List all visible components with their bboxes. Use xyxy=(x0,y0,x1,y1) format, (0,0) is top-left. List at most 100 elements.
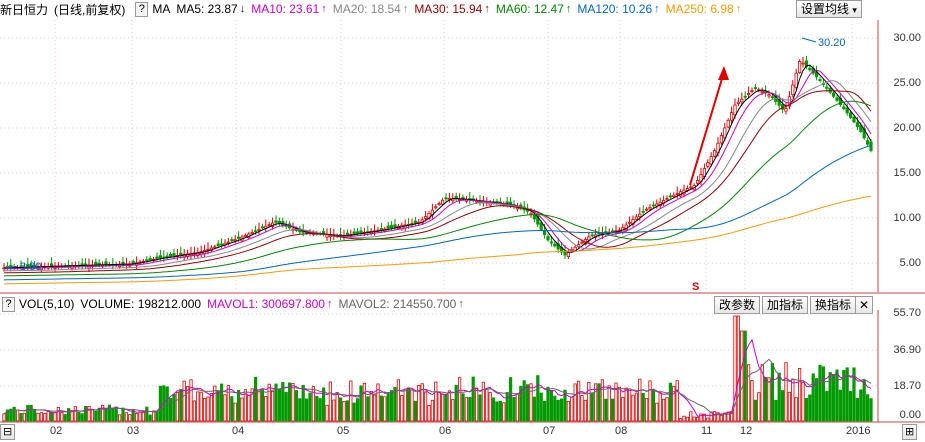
volume-bar xyxy=(536,375,540,422)
volume-bar xyxy=(182,380,186,422)
volume-help-button[interactable]: ? xyxy=(2,296,15,312)
volume-bar xyxy=(240,397,244,422)
candle-body xyxy=(760,90,764,94)
volume-bar xyxy=(389,390,394,422)
candle-body xyxy=(852,116,856,123)
volume-bar xyxy=(706,417,710,422)
candle-body xyxy=(706,162,710,167)
volume-bar xyxy=(573,383,577,422)
candle-body xyxy=(573,246,577,251)
help-button[interactable]: ? xyxy=(135,1,149,17)
candle-body xyxy=(733,104,737,116)
volume-bar xyxy=(437,391,441,422)
candle-body xyxy=(808,67,812,71)
settings-ma-button[interactable]: 设置均线 ▾ xyxy=(796,0,862,18)
low-marker-line xyxy=(5,265,19,269)
candle-body xyxy=(423,216,428,219)
ma-line xyxy=(3,90,872,274)
candle-body xyxy=(389,225,394,229)
date-tick-11: 11 xyxy=(701,425,713,437)
volume-bar xyxy=(791,378,795,422)
volume-bar xyxy=(600,379,605,422)
candle-body xyxy=(825,86,829,89)
volume-bar xyxy=(168,398,173,422)
volume-bar xyxy=(488,392,492,422)
vol-tick-55: 55.70 xyxy=(893,307,921,319)
switch-indicator-button[interactable]: 换指标 xyxy=(810,296,857,314)
volume-bar xyxy=(33,409,37,422)
volume-bar xyxy=(281,381,285,422)
candle-body xyxy=(206,248,210,251)
volume-bar xyxy=(512,397,516,422)
volume-bar xyxy=(481,381,486,422)
volume-bar xyxy=(253,376,258,422)
zoom-out-button[interactable]: ⊟ xyxy=(0,424,16,440)
zoom-in-button[interactable]: ⊞ xyxy=(902,424,918,440)
volume-bar xyxy=(291,383,295,422)
candle-body xyxy=(213,246,217,249)
date-tick-08: 08 xyxy=(615,425,628,437)
candle-body xyxy=(158,255,162,259)
volume-bar xyxy=(121,407,125,422)
volume-bar xyxy=(549,390,554,422)
volume-bar xyxy=(338,397,343,422)
volume-bar xyxy=(304,398,309,422)
volume-bar xyxy=(641,392,645,422)
volume-bar xyxy=(838,389,843,422)
volume-bar xyxy=(243,389,247,422)
price-tick-5: 5.00 xyxy=(899,257,921,269)
edit-params-button[interactable]: 改参数 xyxy=(714,296,761,314)
volume-bar xyxy=(355,398,360,422)
stock-name: 新日恒力 xyxy=(0,2,49,17)
candle-body xyxy=(260,226,265,229)
volume-bar xyxy=(685,416,690,422)
candle-body xyxy=(345,232,350,236)
volume-bar xyxy=(645,398,649,422)
volume-bar xyxy=(67,408,71,422)
candle-body xyxy=(267,224,271,227)
volume-bar xyxy=(56,407,61,422)
ma-item: MA30: 15.94 ↑ xyxy=(414,2,490,16)
volume-bar xyxy=(158,385,162,422)
volume-bar xyxy=(9,408,13,422)
volume-bar xyxy=(247,395,251,422)
candle-body xyxy=(675,193,679,195)
volume-bar xyxy=(359,385,363,422)
volume-value: VOLUME: 198212.000 xyxy=(80,297,202,311)
volume-bar xyxy=(206,396,210,422)
volume-bar xyxy=(508,377,513,422)
volume-bar xyxy=(811,373,815,422)
candle-body xyxy=(168,254,173,257)
volume-bar xyxy=(692,416,696,422)
candle-body xyxy=(566,252,571,257)
volume-bar xyxy=(36,412,40,422)
candle-body xyxy=(713,150,717,157)
candle-body xyxy=(359,230,363,234)
volume-bar xyxy=(5,409,9,422)
ma-line xyxy=(3,195,872,285)
volume-bar xyxy=(318,398,322,422)
volume-bar xyxy=(298,398,302,422)
candle-body xyxy=(413,220,418,224)
candle-body xyxy=(672,194,676,197)
volume-bar xyxy=(328,381,333,422)
chart-annotations: 30.20 3.80 S xyxy=(5,37,846,293)
volume-bar xyxy=(529,383,533,422)
vol-tick-36: 36.90 xyxy=(893,344,921,356)
candle-body xyxy=(94,261,98,266)
volume-bar xyxy=(84,406,88,422)
volume-bar xyxy=(815,378,819,422)
volume-bar xyxy=(420,383,424,422)
candle-body xyxy=(798,60,802,74)
ma-item: MA10: 23.61 ↑ xyxy=(251,2,327,16)
volume-bar xyxy=(101,405,105,422)
volume-bar xyxy=(713,411,717,422)
volume-bar xyxy=(179,389,183,422)
date-tick-05: 05 xyxy=(337,425,350,437)
add-indicator-button[interactable]: 加指标 xyxy=(762,296,809,314)
volume-bar xyxy=(457,377,462,422)
volume-bar xyxy=(77,411,81,422)
date-tick-06: 06 xyxy=(439,425,452,437)
candle-body xyxy=(437,203,441,205)
